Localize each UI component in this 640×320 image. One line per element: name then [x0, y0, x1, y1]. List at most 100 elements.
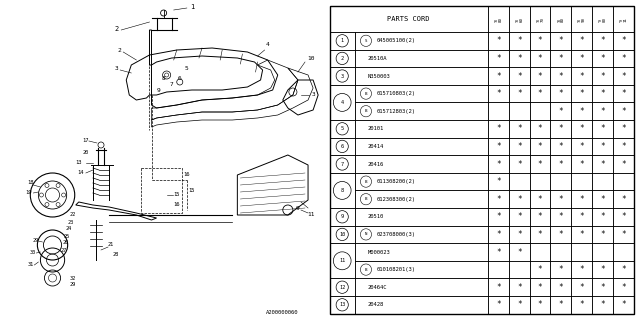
Bar — [529, 102, 550, 120]
Bar — [330, 32, 355, 50]
Bar — [550, 32, 572, 50]
Text: *: * — [600, 265, 605, 274]
Text: *: * — [600, 212, 605, 221]
Text: *: * — [517, 142, 522, 151]
Text: *: * — [517, 230, 522, 239]
Text: '9
00: '9 00 — [598, 17, 607, 22]
Text: *: * — [496, 159, 500, 169]
Text: *: * — [600, 283, 605, 292]
Bar — [330, 208, 355, 226]
Text: *: * — [621, 212, 625, 221]
Bar — [509, 190, 529, 208]
Bar — [529, 173, 550, 190]
Text: '8
80: '8 80 — [557, 17, 565, 22]
Text: 045005100(2): 045005100(2) — [376, 38, 415, 43]
Bar — [550, 85, 572, 102]
Bar — [488, 190, 509, 208]
Text: 16: 16 — [173, 203, 180, 207]
Bar — [355, 190, 488, 208]
Text: M000023: M000023 — [367, 250, 390, 254]
Bar — [355, 67, 488, 85]
Text: 30: 30 — [29, 250, 35, 254]
Text: 2: 2 — [340, 56, 344, 61]
Text: *: * — [559, 230, 563, 239]
Text: *: * — [600, 36, 605, 45]
Text: 6: 6 — [340, 144, 344, 149]
Bar — [141, 168, 182, 213]
Text: *: * — [579, 159, 584, 169]
Text: *: * — [538, 212, 542, 221]
Text: 23: 23 — [68, 220, 74, 225]
Bar — [572, 173, 592, 190]
Bar — [529, 278, 550, 296]
Text: *: * — [496, 247, 500, 257]
Text: *: * — [496, 283, 500, 292]
Text: 16: 16 — [184, 172, 190, 178]
Text: 20428: 20428 — [367, 302, 384, 307]
Text: *: * — [538, 300, 542, 309]
Bar — [592, 120, 613, 138]
Bar — [488, 102, 509, 120]
Text: *: * — [579, 71, 584, 81]
Text: *: * — [559, 107, 563, 116]
Text: 26: 26 — [63, 241, 68, 245]
Bar — [572, 243, 592, 261]
Text: 9: 9 — [296, 205, 300, 211]
Bar — [592, 67, 613, 85]
Bar — [330, 67, 355, 85]
Text: *: * — [496, 212, 500, 221]
Text: *: * — [517, 54, 522, 63]
Bar — [509, 226, 529, 243]
Text: *: * — [579, 195, 584, 204]
Text: 015710803(2): 015710803(2) — [376, 91, 415, 96]
Text: 17: 17 — [83, 138, 89, 142]
Bar — [509, 120, 529, 138]
Bar — [550, 243, 572, 261]
Text: *: * — [621, 300, 625, 309]
Bar — [509, 296, 529, 314]
Bar — [529, 138, 550, 155]
Bar — [613, 85, 634, 102]
Text: 20416: 20416 — [367, 162, 384, 166]
Text: *: * — [559, 142, 563, 151]
Bar — [509, 85, 529, 102]
Text: *: * — [517, 247, 522, 257]
Text: 7: 7 — [170, 83, 173, 87]
Text: N: N — [365, 232, 367, 236]
Text: *: * — [538, 124, 542, 133]
Text: 24: 24 — [65, 227, 72, 231]
Text: *: * — [496, 54, 500, 63]
Text: *: * — [517, 36, 522, 45]
Bar — [529, 226, 550, 243]
Bar — [355, 278, 488, 296]
Text: B: B — [365, 268, 367, 272]
Text: *: * — [600, 300, 605, 309]
Text: B: B — [365, 180, 367, 184]
Bar — [592, 173, 613, 190]
Text: *: * — [621, 89, 625, 98]
Bar — [355, 243, 488, 261]
Bar — [488, 67, 509, 85]
Text: 28: 28 — [113, 252, 119, 258]
Text: *: * — [559, 265, 563, 274]
Text: *: * — [621, 107, 625, 116]
Text: 2: 2 — [114, 26, 118, 32]
Bar — [592, 243, 613, 261]
Text: 012308300(2): 012308300(2) — [376, 197, 415, 202]
Bar — [592, 155, 613, 173]
Text: 3: 3 — [311, 92, 315, 98]
Bar — [488, 50, 509, 67]
Bar — [355, 261, 488, 278]
Text: *: * — [621, 142, 625, 151]
Bar — [355, 208, 488, 226]
Text: *: * — [496, 195, 500, 204]
Bar — [572, 208, 592, 226]
Bar — [592, 226, 613, 243]
Text: *: * — [600, 230, 605, 239]
Text: *: * — [496, 177, 500, 186]
Bar — [572, 102, 592, 120]
Bar — [509, 261, 529, 278]
Text: *: * — [517, 300, 522, 309]
Text: *: * — [517, 159, 522, 169]
Text: 3: 3 — [340, 74, 344, 78]
